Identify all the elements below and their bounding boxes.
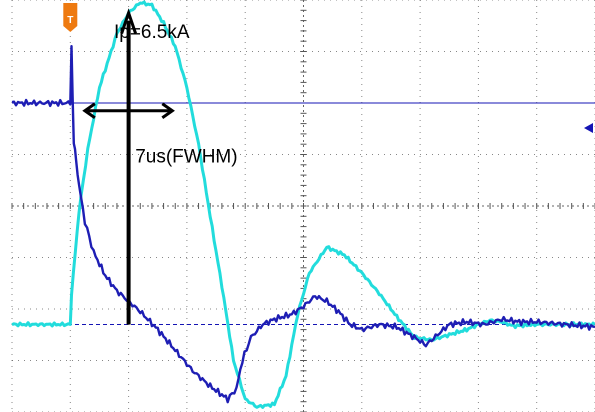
reference-markers	[12, 102, 595, 325]
trigger-label: T	[67, 15, 73, 26]
voltage-trace	[11, 45, 595, 404]
fwhm-arrow-right-head	[161, 102, 175, 119]
trace-group	[11, 0, 595, 409]
trigger-icon-top	[63, 3, 78, 6]
peak-arrow-head	[120, 8, 138, 34]
fwhm-label: 7us(FWHM)	[135, 147, 237, 168]
trigger-icon	[63, 6, 78, 32]
annotation-group: Ip=6.5kA 7us(FWHM)	[82, 8, 238, 325]
channel-marker-icon	[584, 123, 593, 133]
fwhm-arrow-left-head	[82, 102, 96, 119]
peak-current-label: Ip=6.5kA	[114, 22, 190, 43]
trigger-marker: T	[63, 3, 78, 32]
